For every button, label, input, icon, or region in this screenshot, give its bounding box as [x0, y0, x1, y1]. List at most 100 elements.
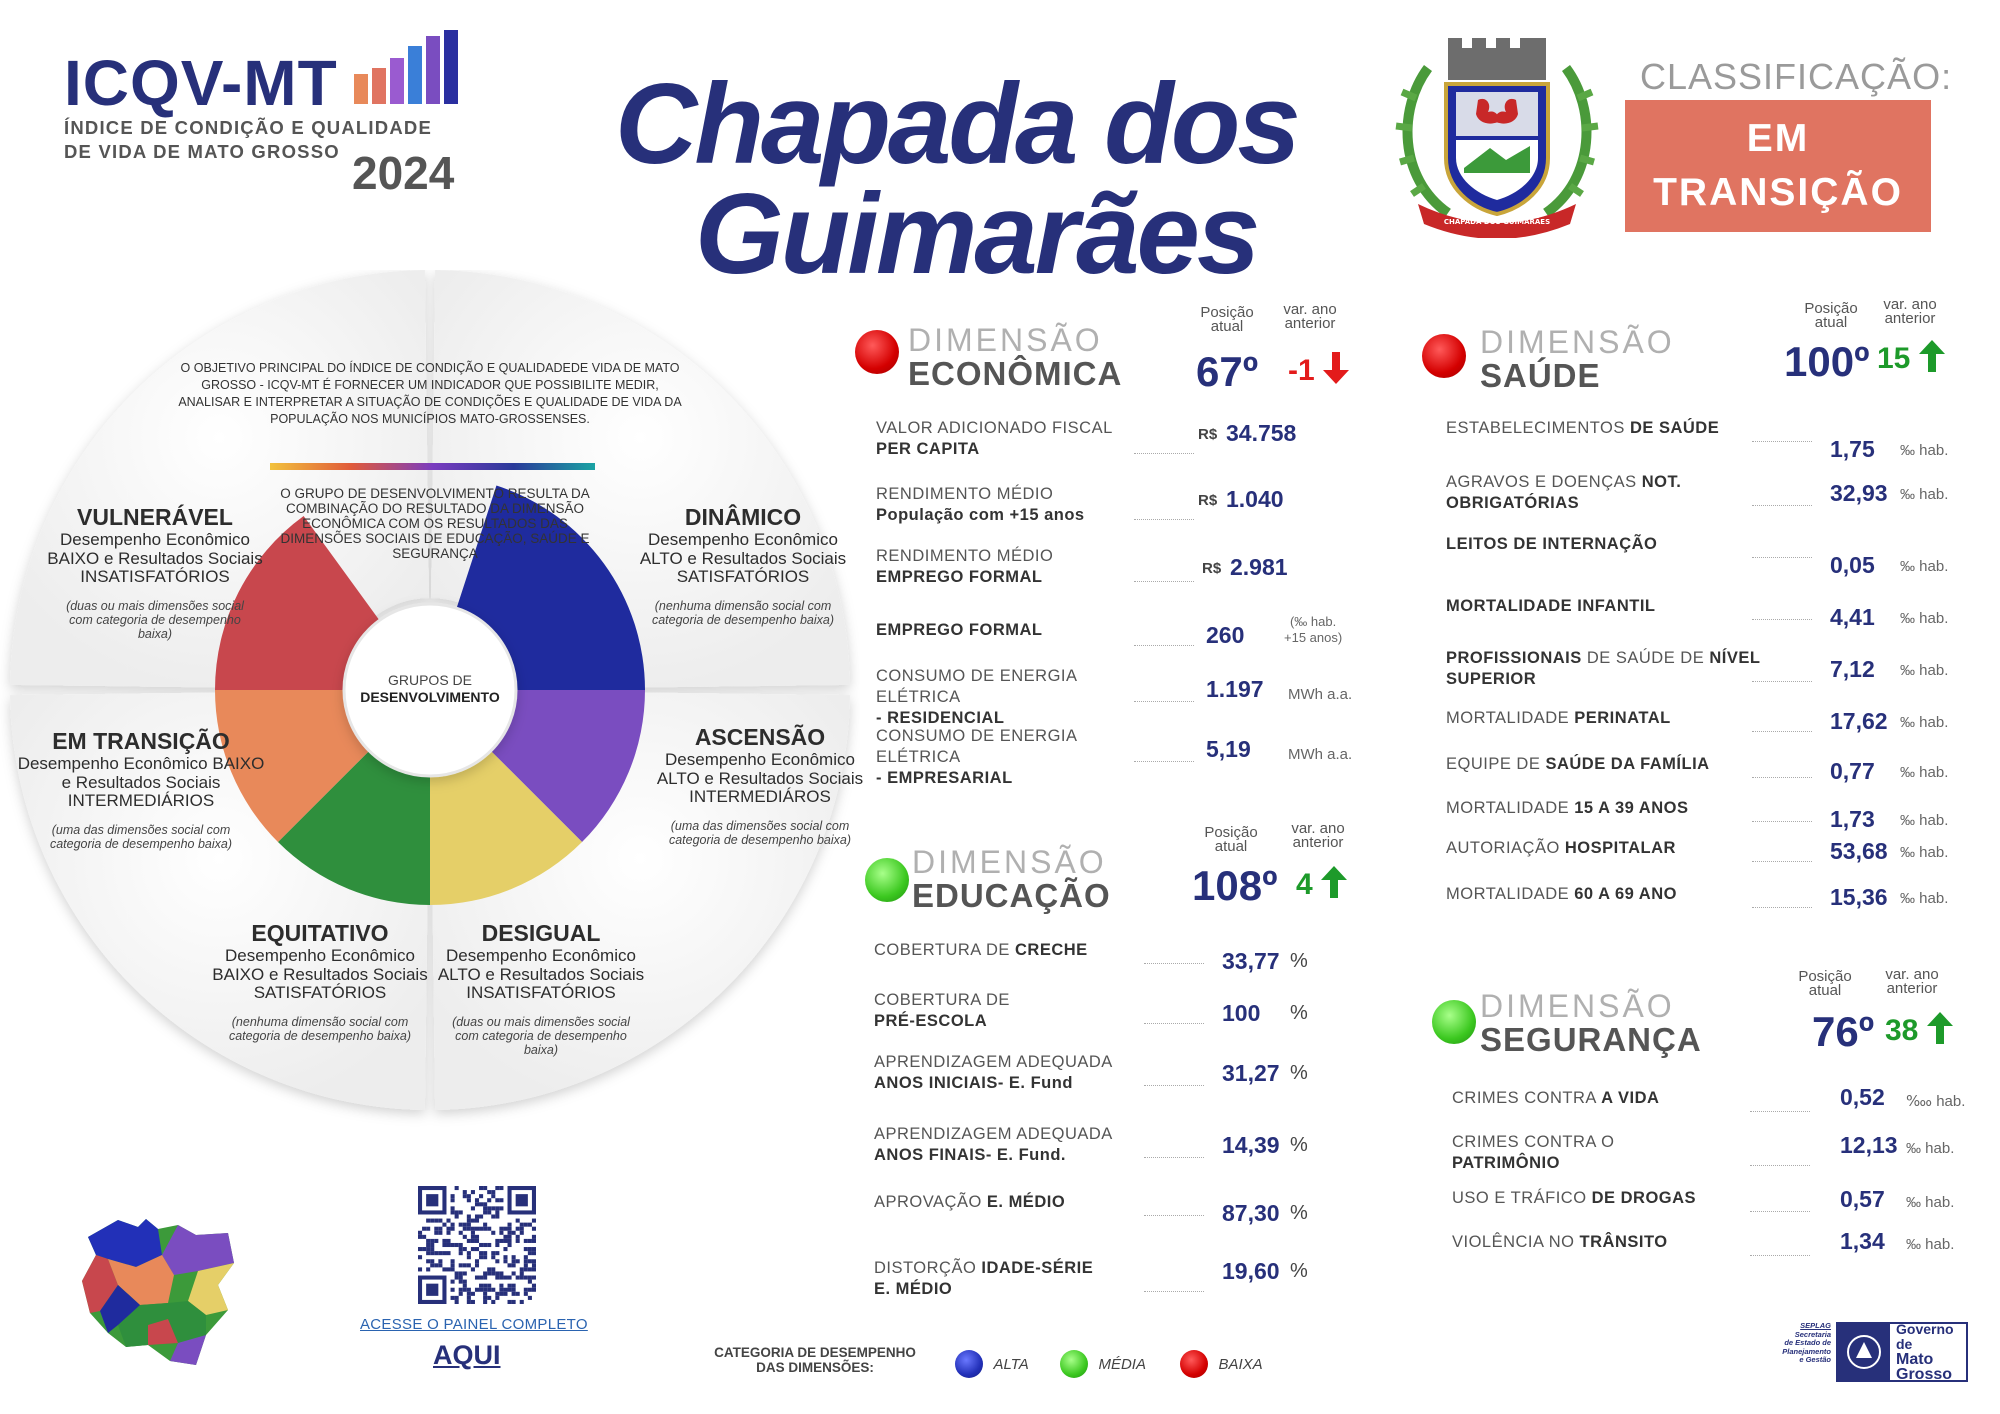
legend-media: MÉDIA [1060, 1350, 1146, 1378]
indicator-label-line2: OBRIGATÓRIAS [1446, 494, 1580, 512]
position-label-line1: Posição [1204, 824, 1258, 841]
indicator-row: RENDIMENTO MÉDIO População com +15 anos R$… [866, 484, 1366, 540]
dimension-name: EDUCAÇÃO [912, 877, 1111, 914]
dimension-seguranca-header: DIMENSÃO SEGURANÇA [1480, 990, 1702, 1058]
label-text: VIOLÊNCIA NO [1452, 1233, 1580, 1251]
indicator-row: LEITOS DE INTERNAÇÃO 0,05 ‰ hab. [1432, 534, 1962, 584]
performance-dot-media [1432, 1000, 1476, 1044]
mato-grosso-map-icon [82, 1219, 234, 1365]
leader-dots [1144, 1214, 1204, 1216]
segment-desc: Desempenho Econômico ALTO e Resultados S… [639, 530, 847, 586]
indicator-value: 0,52 [1840, 1084, 1885, 1110]
classification-badge: EM TRANSIÇÃO [1625, 100, 1931, 232]
indicator-label-line1: MORTALIDADE 15 A 39 ANOS [1446, 798, 1786, 819]
performance-dot-media [865, 858, 909, 902]
qr-code[interactable] [418, 1186, 536, 1304]
legend-label: BAIXA [1218, 1355, 1263, 1373]
label-bold: TRÂNSITO [1579, 1233, 1668, 1251]
group-explanation-text: O GRUPO DE DESENVOLVIMENTO RESULTA DA CO… [280, 486, 590, 561]
indicator-row: MORTALIDADE INFANTIL 4,41 ‰ hab. [1432, 596, 1962, 646]
governo-mt-logo: Governo de Mato Grosso [1836, 1322, 1968, 1383]
segment-title: DESIGUAL [481, 920, 601, 946]
variation-label-line1: var. ano [1885, 966, 1939, 983]
seplag-line4: Planejamento [1782, 1346, 1831, 1356]
indicator-row: APROVAÇÃO E. MÉDIO 87,30% [866, 1192, 1366, 1242]
label-text: DE SAÚDE DE [1581, 649, 1710, 667]
indicator-row: APRENDIZAGEM ADEQUADA ANOS INICIAIS- E. F… [866, 1052, 1366, 1102]
position-label-line2: atual [1808, 982, 1842, 999]
indicator-label: APRENDIZAGEM ADEQUADA ANOS INICIAIS- E. F… [874, 1052, 1164, 1094]
indicator-value: 15,36 [1830, 884, 1888, 910]
leader-dots [1144, 1156, 1204, 1158]
label-bold: LEITOS DE INTERNAÇÃO [1446, 535, 1658, 553]
leader-dots [1144, 1084, 1204, 1086]
indicator-unit: ‰ hab. [1900, 486, 1949, 503]
category-legend-line2: DAS DIMENSÕES: [756, 1360, 874, 1375]
wheel-hub-label: GRUPOS DE DESENVOLVIMENTO [345, 672, 515, 706]
indicator-value: 53,68 [1830, 838, 1888, 864]
leader-dots [1134, 644, 1194, 646]
leader-dots [1752, 680, 1812, 682]
city-name-line1: Chapada dos [615, 61, 1301, 188]
indicator-value: 1,34 [1840, 1228, 1885, 1254]
indicator-unit: MWh a.a. [1288, 686, 1353, 703]
position-label: Posição atual [1196, 824, 1266, 854]
leader-dots [1134, 760, 1194, 762]
label-bold: MORTALIDADE INFANTIL [1446, 597, 1656, 615]
seplag-line1: SEPLAG [1800, 1321, 1831, 1330]
indicator-label-line2: EMPREGO FORMAL [876, 568, 1043, 586]
indicator-label: EQUIPE DE SAÚDE DA FAMÍLIA [1446, 754, 1786, 775]
leader-dots [1752, 730, 1812, 732]
variation-label: var. ano anterior [1872, 966, 1952, 996]
position-label-line1: Posição [1804, 300, 1858, 317]
segment-note: (nenhuma dimensão social com categoria d… [651, 598, 835, 627]
indicator-unit: ‰ hab. [1900, 764, 1949, 781]
dimension-label: DIMENSÃO [908, 322, 1103, 358]
segment-title: ASCENSÃO [694, 724, 826, 750]
gradient-divider [270, 463, 595, 470]
variation-value: 4 [1296, 866, 1348, 902]
indicator-label: DISTORÇÃO IDADE-SÉRIE E. MÉDIO [874, 1258, 1164, 1300]
label-bold: 15 A 39 ANOS [1574, 799, 1689, 817]
indicator-row: MORTALIDADE PERINATAL 17,62 ‰ hab. [1432, 708, 1962, 758]
indicator-unit: ‰ hab. [1900, 890, 1949, 907]
leader-dots [1144, 1022, 1204, 1024]
variation-label-line1: var. ano [1291, 820, 1345, 837]
indicator-value: 12,13 [1840, 1132, 1898, 1158]
aqui-link[interactable]: AQUI [433, 1340, 501, 1370]
indicator-row: COBERTURA DE CRECHE 33,77% [866, 940, 1366, 990]
indicator-unit: % [1290, 1202, 1308, 1224]
leader-dots [1752, 440, 1812, 442]
currency-prefix: R$ [1198, 492, 1218, 509]
label-text: COBERTURA DE [874, 991, 1010, 1009]
position-label: Posição atual [1192, 305, 1262, 334]
category-legend-label: CATEGORIA DE DESEMPENHO DAS DIMENSÕES: [695, 1345, 935, 1375]
indicator-label-line1: AGRAVOS E DOENÇAS NOT. [1446, 472, 1786, 493]
position-label-line1: Posição [1798, 968, 1852, 985]
indicator-unit: ‰ hab. [1900, 844, 1949, 861]
indicator-label-line1: RENDIMENTO MÉDIO [876, 485, 1054, 503]
dimension-label: DIMENSÃO [912, 844, 1107, 880]
label-text: ESTABELECIMENTOS [1446, 419, 1630, 437]
indicator-label: CONSUMO DE ENERGIA ELÉTRICA - EMPRESARIAL [876, 726, 1166, 789]
variation-value: 38 [1885, 1012, 1953, 1048]
indicator-label-line1: RENDIMENTO MÉDIO [876, 547, 1054, 565]
segment-vulneravel: VULNERÁVEL Desempenho Econômico BAIXO e … [40, 504, 270, 641]
indicator-label-line1: CRIMES CONTRA A VIDA [1452, 1088, 1752, 1109]
variation-number: 15 [1877, 342, 1911, 375]
label-text: DISTORÇÃO [874, 1259, 982, 1277]
segment-desc: Desempenho Econômico BAIXO e Resultados … [17, 754, 265, 810]
indicator-value: 14,39 [1222, 1132, 1280, 1158]
indicator-row: COBERTURA DE PRÉ-ESCOLA 100% [866, 990, 1366, 1040]
indicator-label: COBERTURA DE CRECHE [874, 940, 1164, 961]
indicator-label-line2: ANOS INICIAIS- E. Fund [874, 1074, 1073, 1092]
indicator-unit: ‰ hab. [1906, 1140, 1955, 1157]
variation-label: var. ano anterior [1870, 297, 1950, 326]
label-text: MORTALIDADE [1446, 885, 1575, 903]
variation-number: 38 [1885, 1014, 1919, 1047]
indicator-label-line1: EMPREGO FORMAL [876, 621, 1043, 639]
position-value: 67º [1196, 348, 1259, 395]
variation-value: 15 [1877, 340, 1945, 376]
full-panel-link[interactable]: ACESSE O PAINEL COMPLETO [360, 1316, 588, 1333]
variation-label-line2: anterior [1292, 834, 1344, 851]
